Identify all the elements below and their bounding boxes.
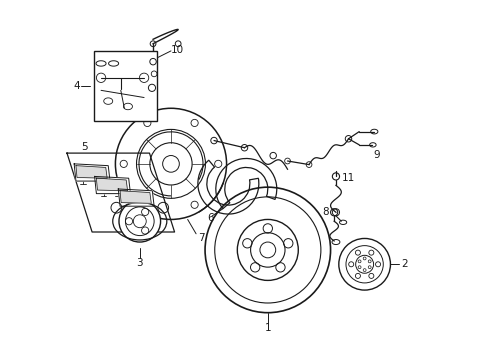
Polygon shape — [76, 166, 107, 178]
Text: 11: 11 — [341, 173, 354, 183]
Text: 4: 4 — [73, 81, 80, 91]
Polygon shape — [120, 191, 151, 203]
Text: 1: 1 — [264, 323, 270, 333]
Circle shape — [115, 108, 226, 220]
Bar — [94, 51, 156, 121]
Circle shape — [119, 201, 160, 242]
Text: 8: 8 — [321, 207, 328, 217]
Text: 3: 3 — [136, 258, 143, 267]
Text: 10: 10 — [170, 45, 183, 55]
Text: 5: 5 — [81, 142, 88, 152]
Circle shape — [204, 187, 330, 313]
Polygon shape — [94, 176, 130, 194]
Text: 9: 9 — [373, 150, 380, 160]
Circle shape — [338, 238, 389, 290]
Text: 6: 6 — [207, 213, 213, 223]
Circle shape — [237, 220, 298, 280]
Text: 2: 2 — [400, 259, 407, 269]
Polygon shape — [118, 189, 154, 206]
Text: 7: 7 — [198, 233, 204, 243]
Polygon shape — [96, 178, 127, 191]
Polygon shape — [74, 164, 110, 181]
